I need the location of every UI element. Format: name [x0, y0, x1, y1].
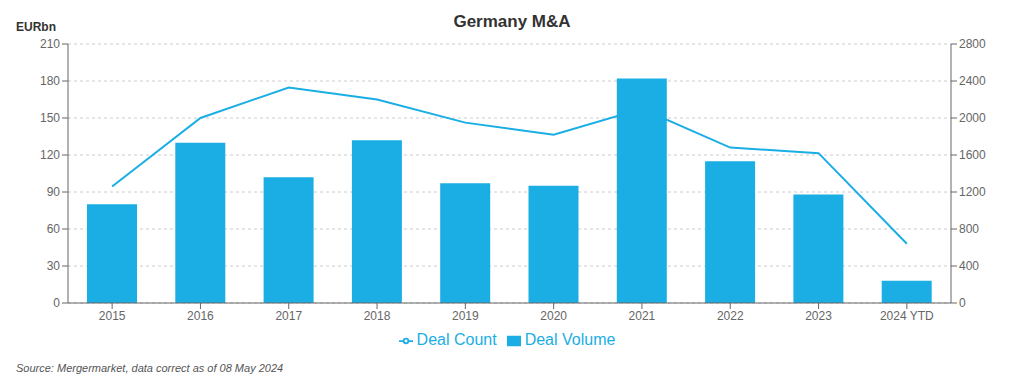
html-text:EURbn: EURbn — [16, 20, 56, 34]
svg-text:1200: 1200 — [959, 185, 986, 199]
svg-text:120: 120 — [40, 148, 60, 162]
svg-text:400: 400 — [959, 259, 979, 273]
svg-text:2000: 2000 — [959, 111, 986, 125]
svg-text:2019: 2019 — [452, 309, 479, 323]
svg-text:2400: 2400 — [959, 74, 986, 88]
svg-text:800: 800 — [959, 222, 979, 236]
html-text:Deal Count: Deal Count — [416, 331, 497, 348]
svg-text:90: 90 — [47, 185, 61, 199]
svg-text:30: 30 — [47, 259, 61, 273]
svg-text:2017: 2017 — [275, 309, 302, 323]
html-text:Deal Volume: Deal Volume — [524, 331, 616, 348]
svg-text:210: 210 — [40, 37, 60, 51]
svg-text:2015: 2015 — [99, 309, 126, 323]
svg-text:0: 0 — [53, 296, 60, 310]
svg-text:2024 YTD: 2024 YTD — [880, 309, 934, 323]
svg-text:2022: 2022 — [717, 309, 744, 323]
svg-text:2800: 2800 — [959, 37, 986, 51]
html-text:Germany M&A: Germany M&A — [453, 12, 571, 31]
svg-text:150: 150 — [40, 111, 60, 125]
svg-text:1600: 1600 — [959, 148, 986, 162]
svg-text:180: 180 — [40, 74, 60, 88]
svg-text:60: 60 — [47, 222, 61, 236]
svg-text:2023: 2023 — [805, 309, 832, 323]
svg-text:2016: 2016 — [187, 309, 214, 323]
html-text:Source: Mergermarket, data cor: Source: Mergermarket, data correct as of… — [16, 362, 284, 374]
svg-text:0: 0 — [959, 296, 966, 310]
svg-text:2021: 2021 — [629, 309, 656, 323]
svg-text:2020: 2020 — [540, 309, 567, 323]
svg-text:2018: 2018 — [364, 309, 391, 323]
